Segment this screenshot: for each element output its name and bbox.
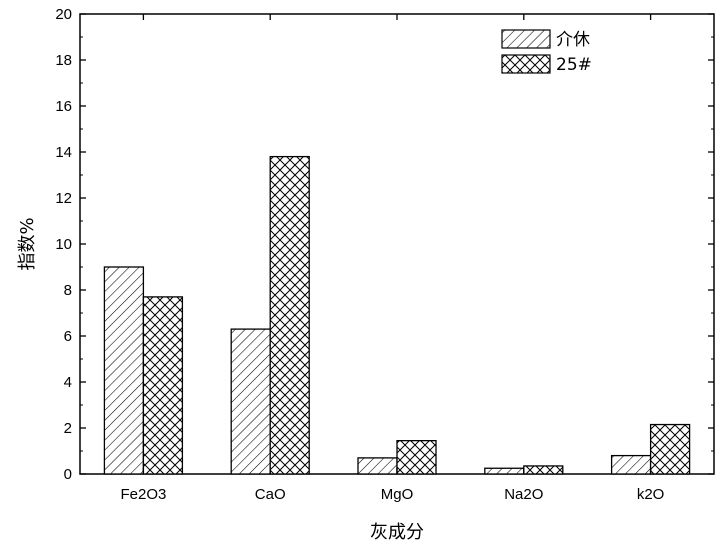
y-axis: 0 2 4 6 8 10 12 14 16 18 20 bbox=[55, 6, 714, 483]
y-tick-label: 10 bbox=[55, 236, 72, 253]
bar-series-2-mgo bbox=[396, 439, 437, 475]
plot-area: 0 2 4 6 8 10 12 14 16 18 20 Fe2O3 CaO MgO Na2O k2O bbox=[55, 6, 715, 503]
y-tick-label: 0 bbox=[64, 466, 72, 483]
bar-series-1-cao bbox=[230, 328, 271, 475]
x-tick-label: Fe2O3 bbox=[120, 486, 166, 503]
bar-series-1-na2o bbox=[484, 467, 525, 475]
x-axis: Fe2O3 CaO MgO Na2O k2O bbox=[120, 14, 664, 503]
x-tick-label: Na2O bbox=[504, 486, 543, 503]
legend-label: 25# bbox=[556, 55, 592, 75]
bar-series-1-fe2o3 bbox=[103, 266, 145, 475]
bar-series-1-k2o bbox=[610, 454, 652, 475]
y-tick-label: 20 bbox=[55, 6, 72, 23]
y-axis-title: 指数% bbox=[17, 217, 38, 270]
y-tick-label: 8 bbox=[64, 282, 72, 299]
x-axis-title: 灰成分 bbox=[370, 522, 424, 543]
y-tick-label: 6 bbox=[64, 328, 72, 345]
legend-label: 介休 bbox=[556, 30, 590, 50]
bars-group bbox=[103, 155, 691, 475]
bar-series-2-k2o bbox=[649, 423, 691, 475]
y-tick-label: 14 bbox=[55, 144, 72, 161]
bar-series-2-cao bbox=[269, 155, 310, 475]
legend: 介休 25# bbox=[501, 29, 592, 75]
y-tick-label: 16 bbox=[55, 98, 72, 115]
bar-series-2-na2o bbox=[523, 465, 564, 475]
y-tick-label: 4 bbox=[64, 374, 72, 391]
bar-series-2-fe2o3 bbox=[142, 296, 184, 475]
x-tick-label: CaO bbox=[255, 486, 286, 503]
y-tick-label: 18 bbox=[55, 52, 72, 69]
x-tick-label: MgO bbox=[381, 486, 414, 503]
y-tick-label: 12 bbox=[55, 190, 72, 207]
y-tick-label: 2 bbox=[64, 420, 72, 437]
legend-swatch bbox=[501, 29, 551, 49]
legend-swatch bbox=[501, 54, 551, 74]
x-tick-label: k2O bbox=[637, 486, 665, 503]
bar-series-1-mgo bbox=[357, 457, 398, 475]
